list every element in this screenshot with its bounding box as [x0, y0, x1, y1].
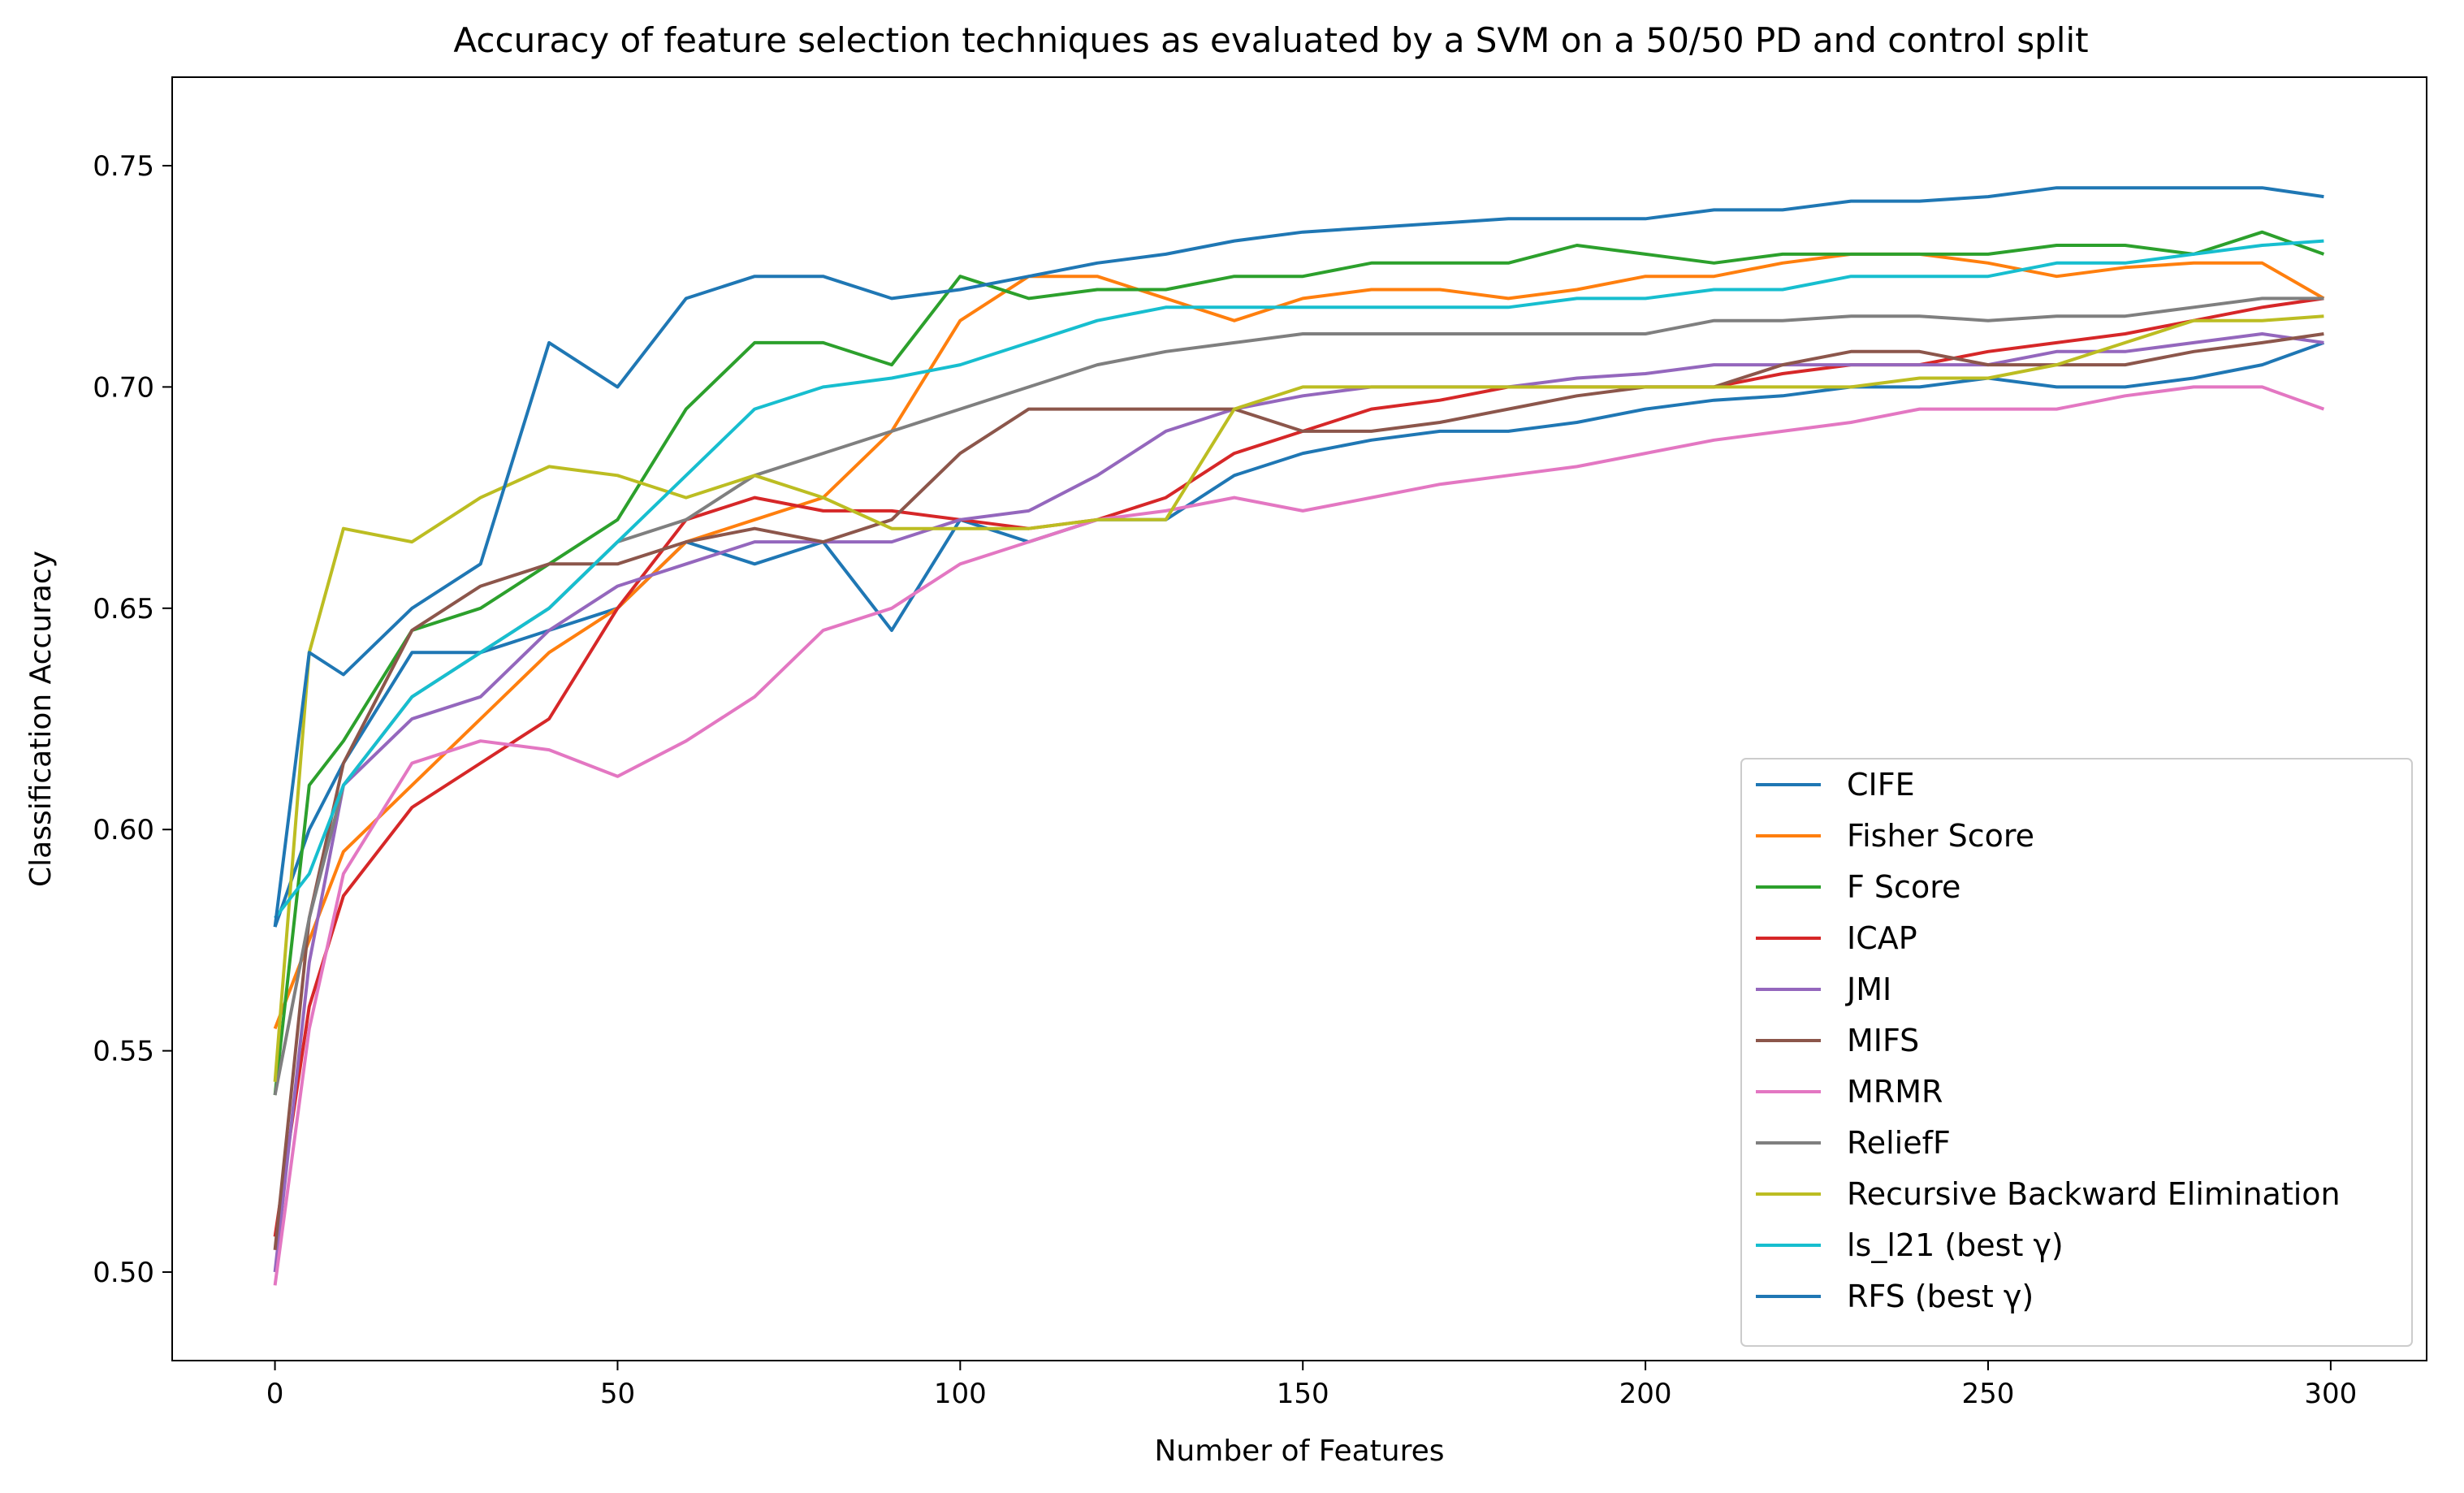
series-line-10: [273, 186, 2324, 928]
legend-label: ls_l21 (best γ): [1847, 1227, 2064, 1263]
legend-label: Fisher Score: [1847, 818, 2034, 854]
x-tick-label: 250: [1962, 1378, 2015, 1410]
legend-label: F Score: [1847, 869, 1960, 905]
legend-label: RFS (best γ): [1847, 1279, 2034, 1314]
legend-label: MIFS: [1847, 1023, 1919, 1058]
x-tick-label: 200: [1619, 1378, 1672, 1410]
series-line-5: [273, 332, 2324, 1251]
legend-label: JMI: [1845, 972, 1891, 1007]
series-line-3: [273, 296, 2324, 1237]
legend: CIFE Fisher Score F Score ICAP JMI MIFS MRMR Re…: [1740, 758, 2413, 1347]
plot-area: [273, 186, 2325, 1286]
legend-label: MRMR: [1847, 1074, 1943, 1110]
y-tick-label: 0.70: [93, 371, 154, 404]
legend-label: ICAP: [1847, 920, 1917, 956]
x-tick-label: 100: [934, 1378, 987, 1410]
series-line-6: [273, 385, 2325, 1286]
y-tick-label: 0.65: [93, 593, 154, 625]
y-tick-label: 0.50: [93, 1257, 154, 1289]
series-line-1: [273, 252, 2325, 1030]
x-tick-label: 150: [1277, 1378, 1329, 1410]
y-axis-label: Classification Accuracy: [24, 551, 58, 887]
x-axis: 0 50 100 150 200 250 300: [266, 1361, 2357, 1410]
legend-label: Recursive Backward Elimination: [1847, 1176, 2341, 1212]
plot-frame: [171, 76, 2427, 1361]
legend-label: ReliefF: [1847, 1125, 1951, 1161]
x-tick-label: 50: [600, 1378, 635, 1410]
y-tick-label: 0.60: [93, 814, 154, 846]
series-line-8: [273, 314, 2324, 1082]
legend-box: [1740, 758, 2413, 1347]
x-tick-label: 300: [2304, 1378, 2357, 1410]
y-tick-label: 0.55: [93, 1036, 154, 1068]
x-axis-label: Number of Features: [1155, 1435, 1445, 1468]
series-line-4: [273, 332, 2324, 1273]
x-tick-label: 0: [266, 1378, 284, 1410]
y-axis: 0.50 0.55 0.60 0.65 0.70 0.75: [93, 150, 172, 1289]
y-tick-label: 0.75: [93, 150, 154, 183]
legend-label: CIFE: [1847, 767, 1915, 803]
chart-title: Accuracy of feature selection techniques…: [453, 20, 2088, 60]
series-line-2: [273, 230, 2325, 1096]
series-line-9: [274, 239, 2324, 920]
